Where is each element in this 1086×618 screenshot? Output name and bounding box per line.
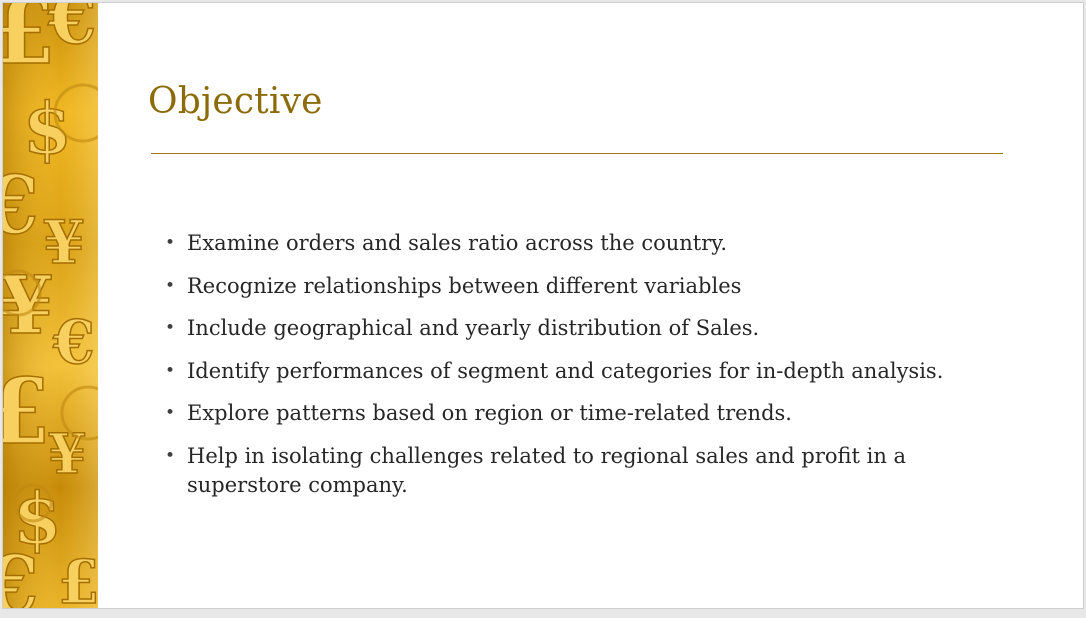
svg-text:€: € bbox=[3, 538, 39, 608]
svg-text:£: £ bbox=[3, 3, 56, 85]
bullet-icon: • bbox=[165, 445, 176, 466]
svg-text:£: £ bbox=[58, 548, 98, 608]
svg-text:¥: ¥ bbox=[48, 421, 86, 486]
title-divider bbox=[151, 153, 1003, 154]
list-item-text: Explore patterns based on region or time… bbox=[187, 401, 792, 425]
svg-text:€: € bbox=[3, 158, 39, 252]
svg-text:£: £ bbox=[3, 359, 51, 465]
list-item-text: Help in isolating challenges related to … bbox=[187, 443, 907, 497]
list-item-text: Recognize relationships between differen… bbox=[187, 273, 742, 298]
list-item: • Identify performances of segment and c… bbox=[165, 357, 1025, 386]
svg-text:$: $ bbox=[23, 87, 72, 170]
svg-text:€: € bbox=[52, 308, 95, 378]
currency-symbols-gold-icon: £ € $ € ¥ ¥ € £ ¥ $ € £ bbox=[3, 3, 98, 608]
bullet-icon: • bbox=[165, 403, 176, 423]
bullet-icon: • bbox=[165, 275, 176, 296]
list-item-text: Examine orders and sales ratio across th… bbox=[187, 231, 728, 255]
bullet-icon: • bbox=[165, 360, 176, 381]
slide-title: Objective bbox=[148, 81, 323, 122]
list-item: • Examine orders and sales ratio across … bbox=[165, 229, 1025, 258]
bullet-icon: • bbox=[165, 318, 176, 338]
list-item-text: Identify performances of segment and cat… bbox=[187, 358, 944, 383]
svg-text:€: € bbox=[47, 3, 97, 60]
bullet-icon: • bbox=[165, 233, 176, 253]
list-item-text: Include geographical and yearly distribu… bbox=[187, 316, 760, 340]
currency-pattern-icon: £ € $ € ¥ ¥ € £ ¥ $ € £ bbox=[3, 3, 98, 608]
list-item: • Explore patterns based on region or ti… bbox=[165, 399, 1025, 428]
slide: £ € $ € ¥ ¥ € £ ¥ $ € £ Objective bbox=[2, 2, 1084, 609]
svg-text:¥: ¥ bbox=[43, 208, 85, 278]
list-item: • Include geographical and yearly distri… bbox=[165, 314, 1025, 343]
list-item: • Help in isolating challenges related t… bbox=[165, 442, 1025, 500]
objective-list: • Examine orders and sales ratio across … bbox=[165, 229, 1025, 513]
list-item: • Recognize relationships between differ… bbox=[165, 272, 1025, 301]
